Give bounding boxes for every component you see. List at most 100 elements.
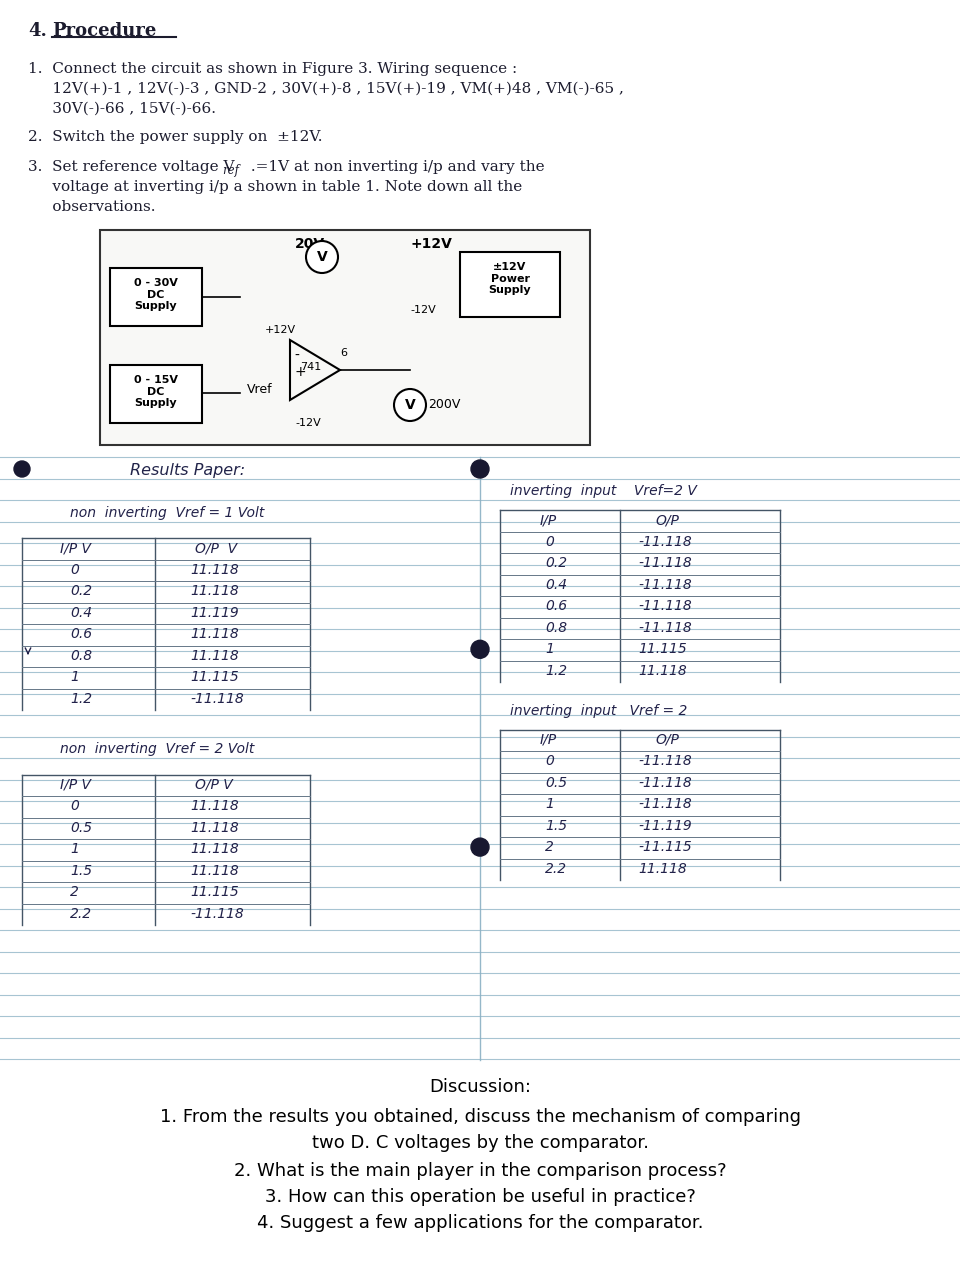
Text: -11.118: -11.118 bbox=[638, 754, 692, 768]
Text: -11.118: -11.118 bbox=[638, 535, 692, 549]
Text: 11.118: 11.118 bbox=[190, 584, 239, 598]
Text: 11.115: 11.115 bbox=[190, 886, 239, 900]
Circle shape bbox=[471, 640, 489, 658]
Text: 0 - 15V
DC
Supply: 0 - 15V DC Supply bbox=[134, 375, 178, 408]
Text: 1: 1 bbox=[70, 671, 79, 685]
Text: ±12V
Power
Supply: ±12V Power Supply bbox=[489, 262, 531, 296]
Text: -11.118: -11.118 bbox=[638, 621, 692, 635]
Text: V: V bbox=[317, 250, 327, 264]
Text: 0.6: 0.6 bbox=[545, 599, 567, 613]
Text: 30V(-)-66 , 15V(-)-66.: 30V(-)-66 , 15V(-)-66. bbox=[28, 102, 216, 116]
Text: 3.  Set reference voltage V: 3. Set reference voltage V bbox=[28, 160, 234, 174]
Text: O/P  V: O/P V bbox=[195, 541, 237, 556]
Text: 6: 6 bbox=[340, 348, 347, 358]
Text: ref: ref bbox=[222, 164, 239, 177]
Text: -11.118: -11.118 bbox=[190, 906, 244, 920]
Text: O/P: O/P bbox=[655, 513, 679, 527]
Text: 0.4: 0.4 bbox=[70, 605, 92, 620]
Text: 200V: 200V bbox=[428, 398, 461, 411]
Text: -11.118: -11.118 bbox=[638, 599, 692, 613]
Text: 4. Suggest a few applications for the comparator.: 4. Suggest a few applications for the co… bbox=[256, 1213, 704, 1231]
Text: 11.118: 11.118 bbox=[190, 820, 239, 835]
Text: -11.118: -11.118 bbox=[638, 577, 692, 591]
Text: -11.119: -11.119 bbox=[638, 819, 692, 832]
Circle shape bbox=[471, 460, 489, 477]
Circle shape bbox=[394, 389, 426, 421]
Text: Vref: Vref bbox=[247, 383, 273, 396]
Text: 11.118: 11.118 bbox=[190, 864, 239, 878]
Text: 1.  Connect the circuit as shown in Figure 3. Wiring sequence :: 1. Connect the circuit as shown in Figur… bbox=[28, 61, 517, 76]
Text: 0.6: 0.6 bbox=[70, 627, 92, 641]
Bar bbox=[100, 230, 590, 445]
Text: I/P: I/P bbox=[540, 513, 557, 527]
Text: 0 - 30V
DC
Supply: 0 - 30V DC Supply bbox=[134, 278, 178, 311]
Text: 1: 1 bbox=[545, 643, 554, 657]
Text: 0: 0 bbox=[545, 754, 554, 768]
Text: 0.8: 0.8 bbox=[70, 649, 92, 663]
Text: V: V bbox=[404, 398, 416, 412]
Text: 2.2: 2.2 bbox=[545, 861, 567, 876]
Text: 2. What is the main player in the comparison process?: 2. What is the main player in the compar… bbox=[233, 1162, 727, 1180]
Text: -11.118: -11.118 bbox=[638, 776, 692, 790]
Text: 2.  Switch the power supply on  ±12V.: 2. Switch the power supply on ±12V. bbox=[28, 131, 323, 143]
Text: voltage at inverting i/p a shown in table 1. Note down all the: voltage at inverting i/p a shown in tabl… bbox=[28, 180, 522, 195]
Text: I/P: I/P bbox=[540, 732, 557, 746]
Text: 1: 1 bbox=[70, 842, 79, 856]
Text: -11.118: -11.118 bbox=[638, 797, 692, 812]
Bar bbox=[110, 365, 202, 422]
Text: 3. How can this operation be useful in practice?: 3. How can this operation be useful in p… bbox=[265, 1188, 695, 1206]
Text: -12V: -12V bbox=[295, 419, 321, 428]
Text: 20V: 20V bbox=[295, 237, 325, 251]
Text: I/P V: I/P V bbox=[60, 541, 91, 556]
Text: +12V: +12V bbox=[410, 237, 452, 251]
Text: 11.118: 11.118 bbox=[190, 842, 239, 856]
Text: Procedure: Procedure bbox=[52, 22, 156, 40]
Circle shape bbox=[14, 461, 30, 477]
Text: I/P V: I/P V bbox=[60, 778, 91, 792]
Text: 1.5: 1.5 bbox=[545, 819, 567, 832]
Text: 1.5: 1.5 bbox=[70, 864, 92, 878]
Text: 0: 0 bbox=[545, 535, 554, 549]
Text: 11.119: 11.119 bbox=[190, 605, 239, 620]
Text: 0.5: 0.5 bbox=[545, 776, 567, 790]
Text: non  inverting  Vref = 2 Volt: non inverting Vref = 2 Volt bbox=[60, 742, 254, 756]
Text: 1.2: 1.2 bbox=[545, 664, 567, 678]
Text: 11.118: 11.118 bbox=[190, 563, 239, 577]
Text: 11.118: 11.118 bbox=[638, 664, 686, 678]
Circle shape bbox=[471, 838, 489, 856]
Text: 11.118: 11.118 bbox=[190, 649, 239, 663]
Text: Discussion:: Discussion: bbox=[429, 1078, 531, 1096]
Bar bbox=[110, 268, 202, 326]
Text: 12V(+)-1 , 12V(-)-3 , GND-2 , 30V(+)-8 , 15V(+)-19 , VM(+)48 , VM(-)-65 ,: 12V(+)-1 , 12V(-)-3 , GND-2 , 30V(+)-8 ,… bbox=[28, 82, 624, 96]
Text: O/P V: O/P V bbox=[195, 778, 232, 792]
Text: 1: 1 bbox=[545, 797, 554, 812]
Text: +12V: +12V bbox=[265, 325, 296, 335]
Text: 1. From the results you obtained, discuss the mechanism of comparing: 1. From the results you obtained, discus… bbox=[159, 1108, 801, 1126]
Text: O/P: O/P bbox=[655, 732, 679, 746]
Text: 11.118: 11.118 bbox=[638, 861, 686, 876]
Text: 11.118: 11.118 bbox=[190, 799, 239, 813]
Text: 0.4: 0.4 bbox=[545, 577, 567, 591]
Text: 11.118: 11.118 bbox=[190, 627, 239, 641]
Text: inverting  input   Vref = 2: inverting input Vref = 2 bbox=[510, 704, 687, 718]
Text: 1.2: 1.2 bbox=[70, 691, 92, 705]
Text: 2: 2 bbox=[545, 840, 554, 854]
Text: -11.115: -11.115 bbox=[638, 840, 692, 854]
Text: +: + bbox=[294, 365, 305, 379]
Text: 11.115: 11.115 bbox=[638, 643, 686, 657]
Text: Results Paper:: Results Paper: bbox=[130, 463, 245, 477]
Text: -12V: -12V bbox=[410, 305, 436, 315]
Text: 0: 0 bbox=[70, 799, 79, 813]
Text: -: - bbox=[294, 349, 299, 364]
Text: non  inverting  Vref = 1 Volt: non inverting Vref = 1 Volt bbox=[70, 506, 264, 520]
Text: 0: 0 bbox=[70, 563, 79, 577]
Text: 11.115: 11.115 bbox=[190, 671, 239, 685]
Text: 2.2: 2.2 bbox=[70, 906, 92, 920]
Text: 741: 741 bbox=[300, 362, 322, 372]
Bar bbox=[460, 252, 560, 317]
Text: -11.118: -11.118 bbox=[638, 557, 692, 571]
Text: two D. C voltages by the comparator.: two D. C voltages by the comparator. bbox=[311, 1134, 649, 1152]
Text: 0.5: 0.5 bbox=[70, 820, 92, 835]
Text: inverting  input    Vref=2 V: inverting input Vref=2 V bbox=[510, 485, 697, 498]
Text: observations.: observations. bbox=[28, 200, 156, 214]
